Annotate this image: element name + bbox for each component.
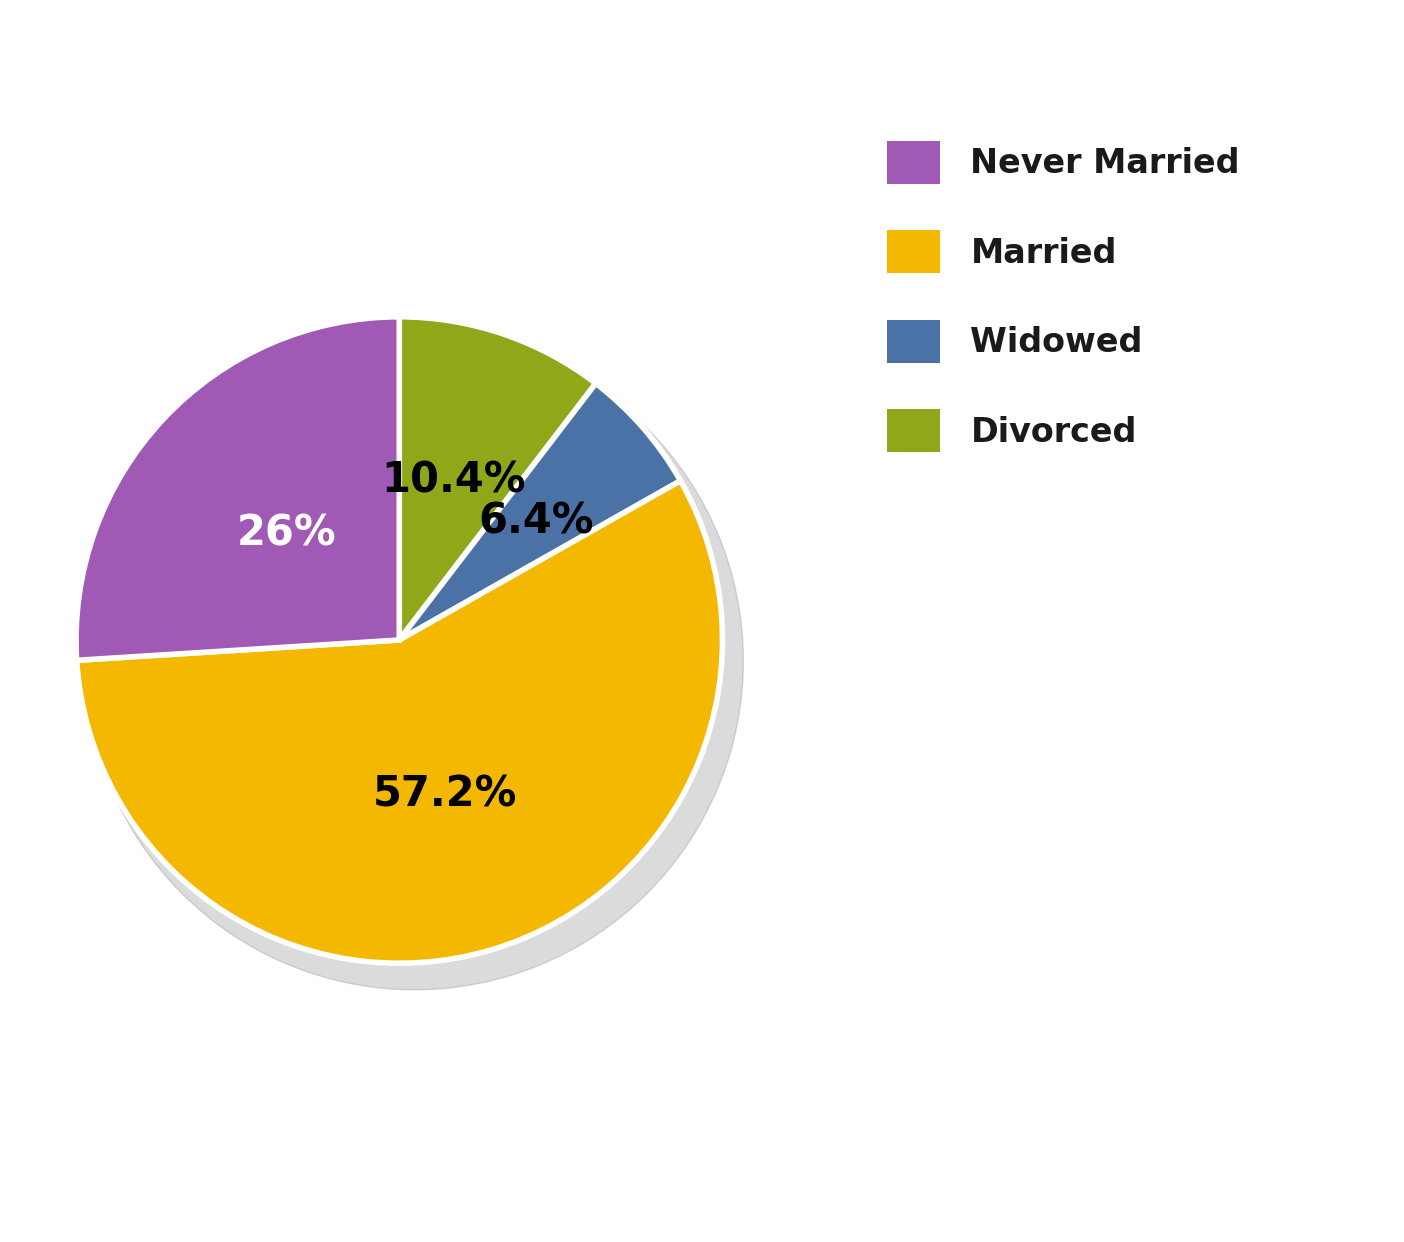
Legend: Never Married, Married, Widowed, Divorced: Never Married, Married, Widowed, Divorce… (887, 140, 1240, 452)
Text: 6.4%: 6.4% (477, 501, 594, 543)
Text: 10.4%: 10.4% (380, 460, 525, 502)
Wedge shape (399, 317, 595, 640)
Text: 26%: 26% (236, 513, 336, 555)
Wedge shape (76, 317, 399, 661)
Wedge shape (77, 481, 723, 964)
Circle shape (86, 332, 743, 990)
Text: 57.2%: 57.2% (373, 774, 518, 816)
Wedge shape (399, 384, 681, 640)
